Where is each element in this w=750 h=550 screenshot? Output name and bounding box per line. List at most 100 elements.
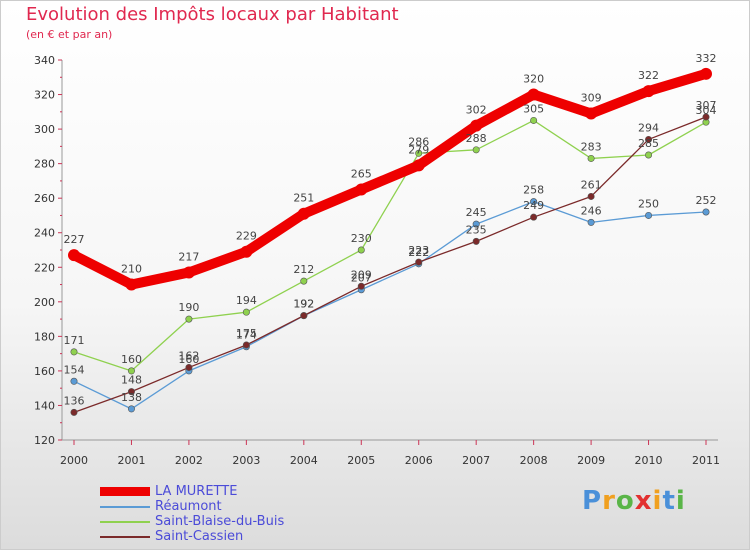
data-label: 222: [408, 246, 429, 259]
x-tick-label: 2003: [232, 454, 260, 467]
x-tick-label: 2005: [347, 454, 375, 467]
data-point: [357, 282, 365, 290]
data-label: 283: [581, 140, 602, 153]
x-tick-label: 2010: [635, 454, 663, 467]
series-line-1: [73, 200, 707, 410]
data-point: [702, 113, 710, 121]
proxiti-logo: Proxiti: [582, 486, 686, 516]
y-tick-label: 300: [34, 123, 55, 136]
data-point: [297, 207, 310, 220]
data-label: 160: [178, 353, 199, 366]
data-point: [242, 341, 250, 349]
x-tick-label: 2001: [117, 454, 145, 467]
data-point: [68, 249, 80, 262]
data-point: [182, 266, 195, 279]
data-point: [642, 85, 655, 98]
data-label: 288: [466, 132, 487, 145]
data-label: 136: [64, 394, 85, 407]
legend-label-saint-cassien: Saint-Cassien: [155, 529, 244, 544]
data-point: [357, 246, 365, 254]
data-point: [645, 211, 653, 219]
data-point: [470, 119, 483, 132]
data-point: [125, 278, 138, 291]
series-line-2: [73, 119, 707, 372]
data-label: 138: [121, 391, 142, 404]
data-label: 252: [696, 194, 717, 207]
data-label: 251: [293, 192, 314, 205]
data-label: 302: [466, 104, 487, 117]
data-point: [415, 149, 423, 157]
data-point: [702, 208, 710, 216]
data-label: 261: [581, 178, 602, 191]
data-label: 209: [351, 268, 372, 281]
data-label: 160: [121, 353, 142, 366]
y-tick-label: 180: [34, 330, 55, 343]
data-label: 230: [351, 232, 372, 245]
legend-swatch-saint-blaise-du-buis: [100, 521, 150, 523]
legend-item-saint-cassien[interactable]: Saint-Cassien: [100, 529, 340, 544]
data-point: [412, 159, 425, 172]
data-point: [530, 116, 538, 124]
legend-label-la-murette: LA MURETTE: [155, 484, 238, 499]
data-point: [585, 107, 598, 120]
data-label: 258: [523, 184, 544, 197]
data-point: [530, 198, 538, 206]
logo-letter: P: [582, 486, 603, 516]
x-tick-label: 2004: [290, 454, 318, 467]
legend-swatch-reaumont: [100, 506, 150, 508]
data-point: [185, 363, 193, 371]
legend-swatch-saint-cassien: [100, 536, 150, 538]
data-label: 162: [178, 349, 199, 362]
legend-item-saint-blaise-du-buis[interactable]: Saint-Blaise-du-Buis: [100, 514, 340, 529]
data-label: 286: [408, 135, 429, 148]
y-tick-label: 240: [34, 227, 55, 240]
data-point: [70, 377, 78, 385]
data-label: 285: [638, 137, 659, 150]
legend-swatch-la-murette: [100, 487, 150, 496]
data-label: 245: [466, 206, 487, 219]
legend-item-la-murette[interactable]: LA MURETTE: [100, 484, 340, 499]
series-line-3: [73, 116, 707, 414]
y-tick-label: 340: [34, 54, 55, 67]
data-label: 227: [64, 233, 85, 246]
data-point: [127, 405, 135, 413]
data-label: 332: [696, 52, 717, 65]
legend-label-reaumont: Réaumont: [155, 499, 222, 514]
y-tick-label: 200: [34, 296, 55, 309]
data-label: 148: [121, 374, 142, 387]
data-point: [70, 408, 78, 416]
data-point: [587, 192, 595, 200]
data-point: [300, 277, 308, 285]
x-tick-label: 2009: [577, 454, 605, 467]
data-point: [527, 88, 540, 101]
legend-label-saint-blaise-du-buis: Saint-Blaise-du-Buis: [155, 514, 285, 529]
legend-item-reaumont[interactable]: Réaumont: [100, 499, 340, 514]
data-point: [472, 146, 480, 154]
data-point: [530, 213, 538, 221]
x-tick-label: 2007: [462, 454, 490, 467]
x-tick-label: 2011: [692, 454, 720, 467]
x-tick-label: 2002: [175, 454, 203, 467]
data-label: 207: [351, 272, 372, 285]
data-label: 246: [581, 204, 602, 217]
data-point: [472, 237, 480, 245]
y-tick-label: 320: [34, 89, 55, 102]
data-point: [587, 154, 595, 162]
y-tick-label: 260: [34, 192, 55, 205]
y-tick-label: 220: [34, 261, 55, 274]
data-label: 154: [64, 363, 85, 376]
data-label: 279: [408, 143, 429, 156]
data-label: 322: [638, 69, 659, 82]
data-label: 250: [638, 197, 659, 210]
logo-letter: o: [615, 486, 635, 516]
data-point: [472, 220, 480, 228]
y-tick-label: 140: [34, 399, 55, 412]
data-label: 217: [178, 250, 199, 263]
data-label: 304: [696, 104, 717, 117]
data-label: 305: [523, 102, 544, 115]
data-label: 212: [293, 263, 314, 276]
data-point: [70, 348, 78, 356]
logo-letter: i: [675, 486, 686, 516]
data-point: [185, 315, 193, 323]
chart-subtitle: (en € et par an): [26, 28, 113, 41]
